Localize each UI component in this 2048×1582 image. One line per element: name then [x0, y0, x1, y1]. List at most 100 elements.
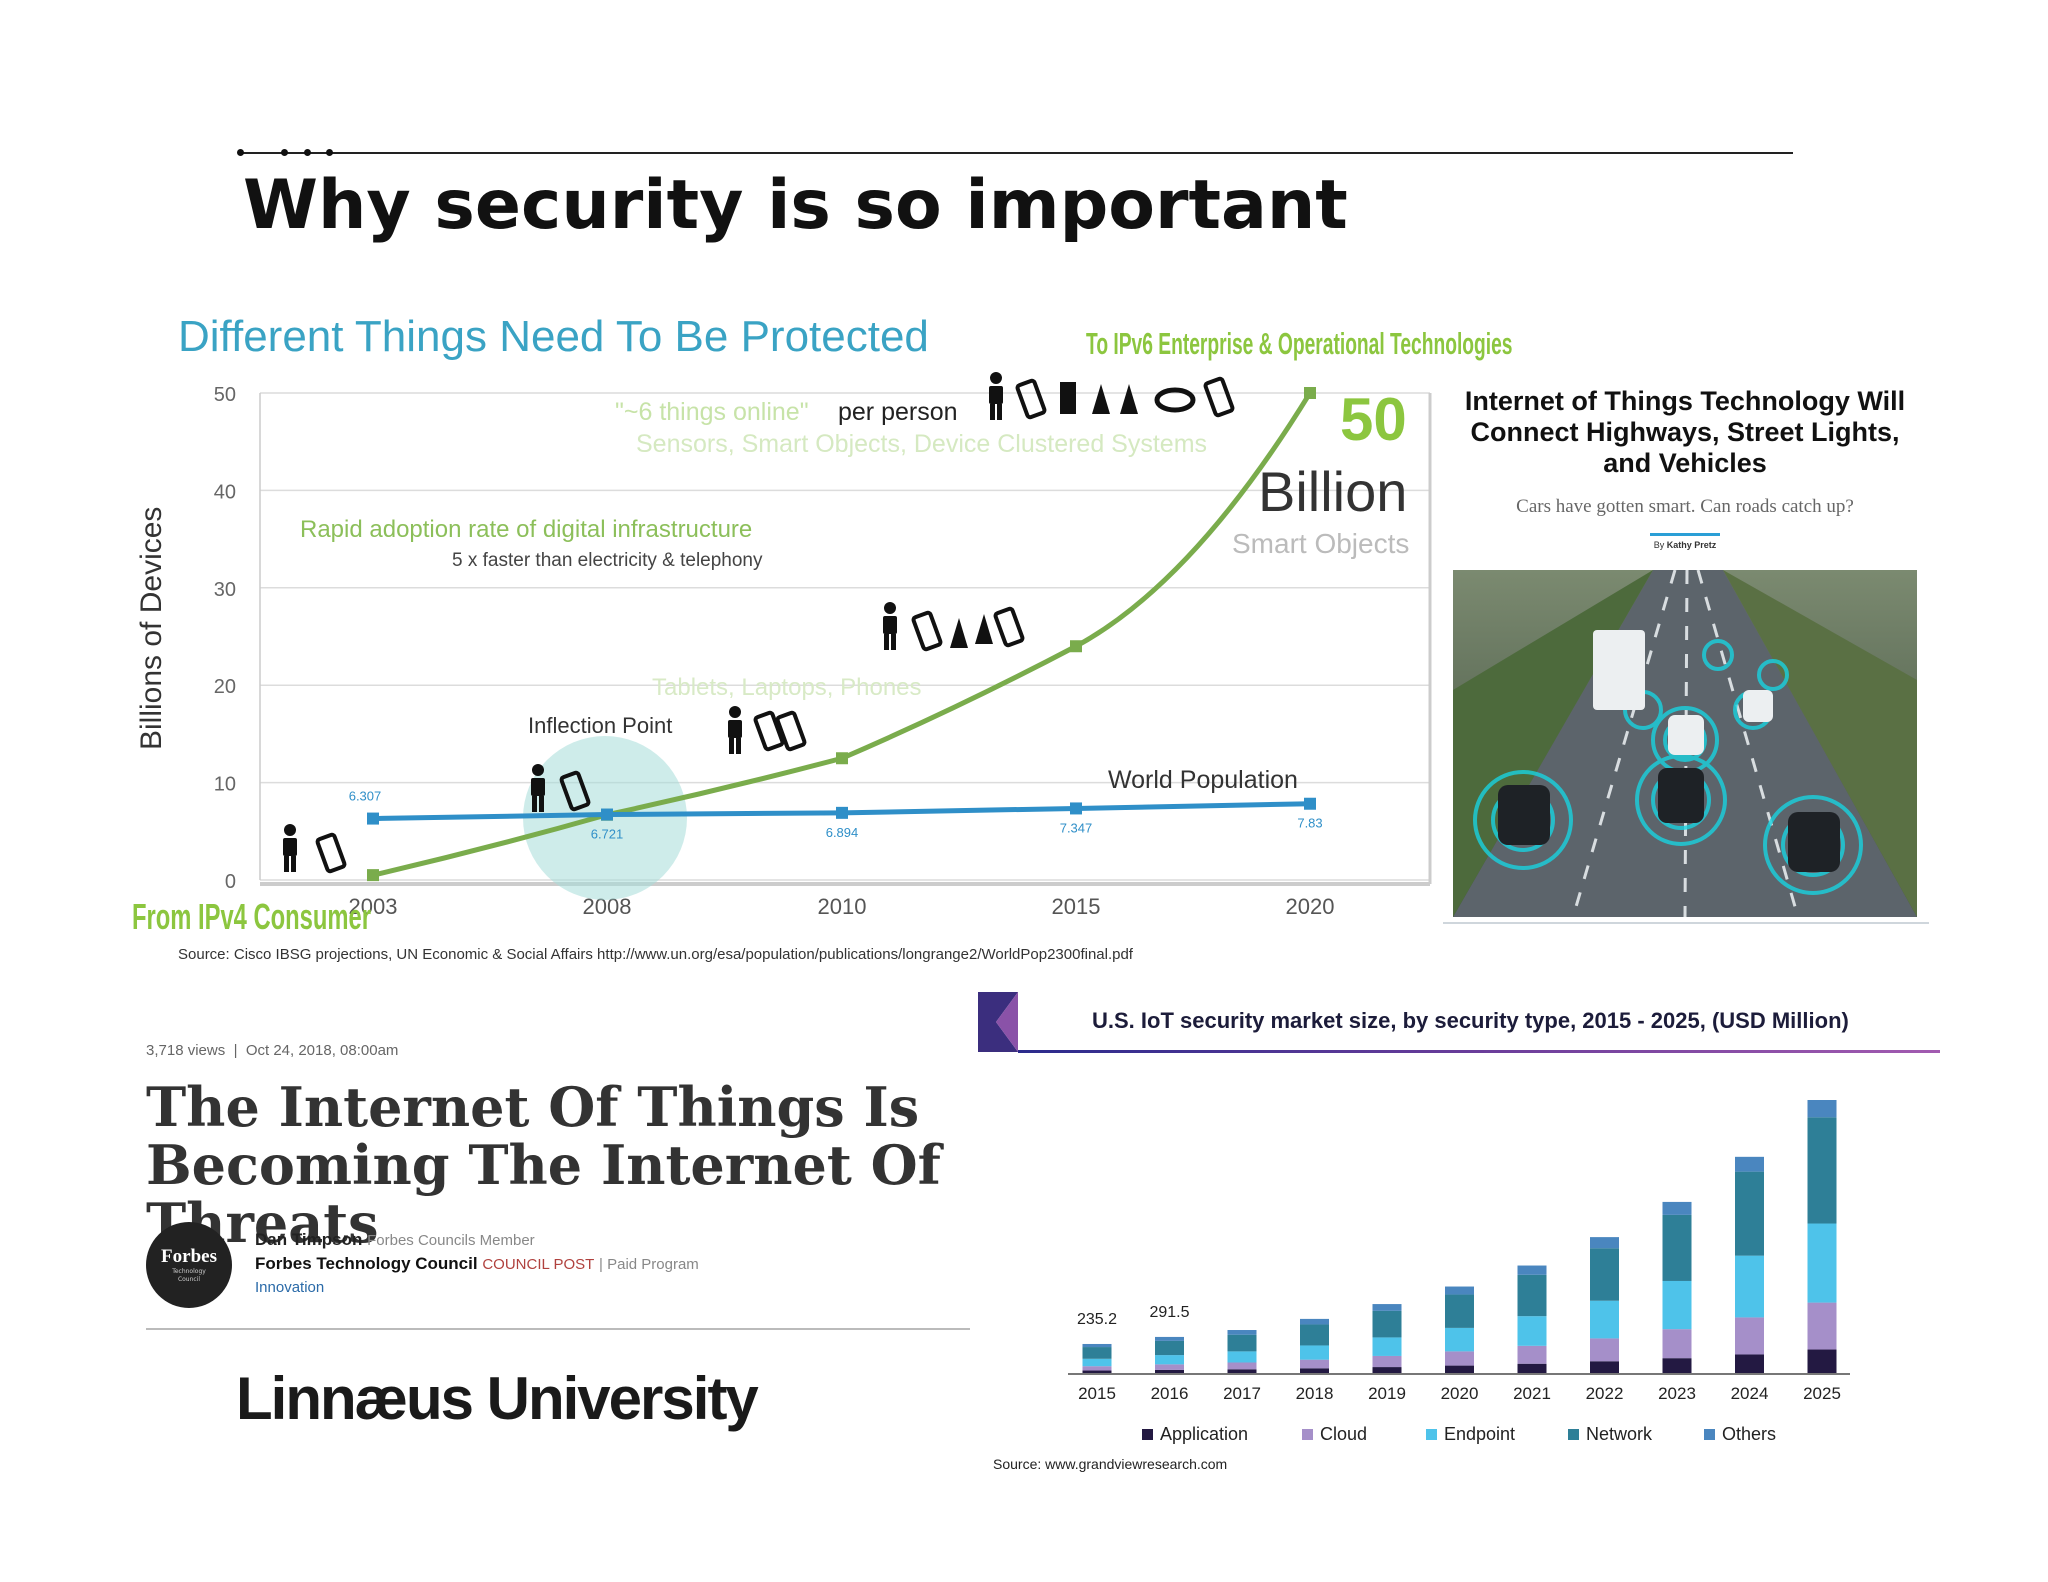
forbes-title-line: The Internet Of Things Is [146, 1075, 920, 1139]
person-icon [884, 602, 896, 614]
roads-title-line: Connect Highways, Street Lights, [1470, 417, 1900, 447]
chart2-bar-segment [1662, 1214, 1692, 1281]
chart2-bar-segment [1807, 1302, 1837, 1350]
byline-prefix: By [1653, 540, 1665, 550]
person-icon [284, 824, 296, 836]
chart1-series-line [372, 391, 1313, 878]
chart2-bar-segment [1517, 1274, 1547, 1317]
chart1-title: Different Things Need To Be Protected [178, 312, 929, 361]
grand-view-logo-icon [978, 992, 1018, 1052]
chart2-bar-segment [1155, 1336, 1184, 1341]
chart1-data-point [367, 812, 379, 825]
chart1-source: Source: Cisco IBSG projections, UN Econo… [178, 946, 1133, 963]
byline-author: Kathy Pretz [1666, 540, 1717, 550]
person-leg-icon [284, 856, 289, 872]
chart1-data-point [601, 808, 613, 821]
views-count: 3,718 views [146, 1042, 226, 1059]
chart2-bar-segment [1662, 1358, 1692, 1373]
device-icon [1092, 384, 1110, 414]
chart2-bar-segment [1300, 1318, 1329, 1325]
ipv6-annotation: To IPv6 Enterprise & Operational Technol… [1086, 326, 1513, 361]
chart1-ytick-label: 10 [214, 774, 236, 796]
chart2-bar-segment [1155, 1340, 1184, 1356]
paid-program: | Paid Program [599, 1256, 699, 1273]
chart2-bar-segment [1590, 1237, 1619, 1249]
device-icon [950, 618, 968, 648]
chart2-bar-segment [1082, 1358, 1112, 1367]
chart2-xtick-label: 2018 [1296, 1384, 1334, 1403]
chart2-bar-segment [1807, 1223, 1837, 1303]
forbes-title-line: Becoming The Internet Of Threats [146, 1133, 941, 1255]
person-leg-icon [532, 796, 537, 812]
chart2-bar-segment [1227, 1362, 1257, 1370]
forbes-meta: 3,718 views | Oct 24, 2018, 08:00am [146, 1042, 398, 1059]
chart2-xtick-label: 2017 [1223, 1384, 1261, 1403]
person-leg-icon [997, 404, 1002, 420]
chart2-bar-segment [1735, 1156, 1764, 1172]
rule-dot [304, 149, 311, 156]
person-leg-icon [990, 404, 995, 420]
chart2-legend-swatch [1302, 1429, 1313, 1440]
chart2-legend-label: Application [1160, 1424, 1248, 1444]
roads-byline: By Kathy Pretz [1620, 540, 1750, 550]
rule-dot [281, 149, 288, 156]
smart-highway-image [1453, 570, 1917, 917]
chart2-source: Source: www.grandviewresearch.com [993, 1456, 1228, 1472]
chart1-data-point [1070, 802, 1082, 815]
chart1-data-label: 7.347 [1060, 820, 1093, 835]
chart1-ytick-label: 0 [225, 871, 236, 893]
person-icon [532, 764, 544, 776]
chart2-bar-segment [1155, 1369, 1184, 1373]
chart2-bar-segment [1517, 1345, 1547, 1364]
chart2-bar-segment [1662, 1280, 1692, 1330]
chart1-ytick-label: 40 [214, 481, 236, 503]
chart2-bar-segment [1735, 1171, 1764, 1256]
iot-security-market-chart: 2015 235.2 2016 291.5 2017 2018 2019 2020 2021 20… [1068, 1100, 1850, 1444]
chart2-bar-segment [1372, 1355, 1402, 1368]
chart2-legend-swatch [1568, 1429, 1579, 1440]
person-leg-icon [736, 738, 741, 754]
chart2-bar-segment [1082, 1366, 1112, 1371]
logo-sub: Technology [172, 1268, 206, 1275]
chart2-legend-label: Cloud [1320, 1424, 1367, 1444]
author-line: Dan Timpson Forbes Councils Member [255, 1230, 535, 1250]
chart2-bar-segment [1227, 1351, 1257, 1363]
chart2-bar-segment [1662, 1329, 1692, 1359]
chart2-xtick-label: 2015 [1078, 1384, 1116, 1403]
tablets-annotation: Tablets, Laptops, Phones [652, 674, 922, 701]
logo-word: Forbes [161, 1246, 217, 1267]
chart2-bar-segment [1372, 1367, 1402, 1373]
person-body-icon [728, 720, 742, 738]
chart2-bar-segment [1372, 1304, 1402, 1311]
council-name[interactable]: Forbes Technology Council [255, 1254, 478, 1273]
roads-article-title: Internet of Things Technology Will Conne… [1440, 386, 1930, 479]
chart2-bar-segment [1227, 1334, 1257, 1352]
section-link[interactable]: Innovation [255, 1279, 325, 1296]
author-name[interactable]: Dan Timpson [255, 1230, 363, 1249]
council-post-tag: COUNCIL POST [482, 1256, 595, 1273]
logo-sub: Council [177, 1276, 201, 1283]
chart1-data-point [1304, 797, 1316, 810]
post-date: Oct 24, 2018, 08:00am [245, 1042, 399, 1059]
chart2-bar-segment [1590, 1361, 1619, 1373]
chart2-bar-segment [1807, 1100, 1837, 1118]
chart2-total-label: 235.2 [1077, 1311, 1117, 1328]
chart1-ylabel: Billions of Devices [135, 506, 168, 750]
person-leg-icon [291, 856, 296, 872]
forbes-council-logo: Forbes Technology Council [146, 1222, 232, 1308]
rapid-adoption-annotation: Rapid adoption rate of digital infrastru… [300, 516, 753, 543]
slide-title: Why security is so important [243, 166, 1348, 245]
chart2-bar-segment [1082, 1343, 1112, 1348]
phone-icon [753, 710, 785, 752]
phone-icon [775, 710, 807, 752]
forbes-rule [146, 1328, 970, 1330]
phone-icon [993, 606, 1025, 648]
chart2-bar-segment [1372, 1310, 1402, 1338]
person-icon [729, 706, 741, 718]
chart2-bar-segment [1517, 1316, 1547, 1346]
chart2-bar-segment [1227, 1369, 1257, 1373]
council-line: Forbes Technology Council COUNCIL POST |… [255, 1254, 699, 1274]
chart2-title-rule [1018, 1050, 1940, 1053]
person-body-icon [883, 616, 897, 634]
chart2-legend-swatch [1142, 1429, 1153, 1440]
